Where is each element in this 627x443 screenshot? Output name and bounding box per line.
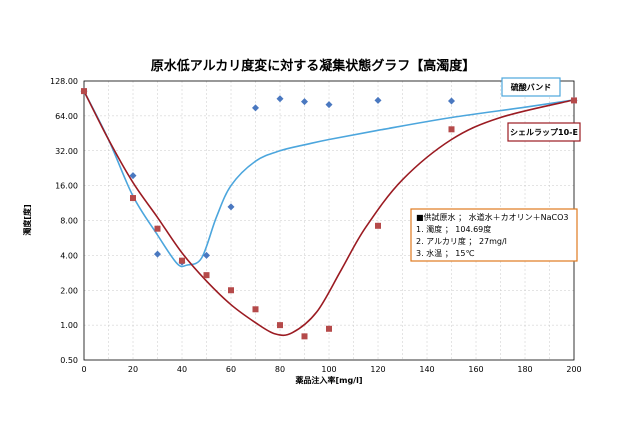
x-tick-label: 180 xyxy=(517,365,532,374)
y-tick-label: 16.00 xyxy=(55,182,78,191)
data-point-series-1 xyxy=(252,104,259,112)
data-points xyxy=(80,87,578,340)
data-point-series-2 xyxy=(228,287,234,294)
y-axis-label: 濁度[度] xyxy=(22,204,32,235)
y-tick-label: 0.50 xyxy=(60,356,78,365)
data-point-series-2 xyxy=(179,257,185,264)
x-axis-ticks: 0 20 40 60 80 100 120 140 160 180 200 xyxy=(81,365,581,374)
data-point-series-2 xyxy=(301,333,308,340)
data-point-series-1 xyxy=(374,96,382,104)
y-tick-label: 8.00 xyxy=(60,217,78,226)
x-tick-label: 60 xyxy=(226,365,236,374)
data-point-series-1 xyxy=(301,98,308,106)
data-point-series-1 xyxy=(325,101,333,109)
data-point-series-2 xyxy=(375,222,381,229)
fit-line-series-2 xyxy=(83,90,575,337)
y-tick-label: 128.00 xyxy=(50,77,78,86)
data-point-series-1 xyxy=(276,95,284,103)
data-point-series-2 xyxy=(81,88,87,95)
x-tick-label: 120 xyxy=(370,365,385,374)
x-tick-label: 0 xyxy=(81,365,86,374)
x-tick-label: 100 xyxy=(321,365,336,374)
x-axis-label: 薬品注入率[mg/l] xyxy=(294,375,362,385)
data-point-series-2 xyxy=(448,126,455,133)
x-tick-label: 80 xyxy=(275,365,285,374)
x-tick-label: 200 xyxy=(566,365,581,374)
legend-shellwrap-text: シェルラップ10-E xyxy=(510,127,578,137)
x-tick-label: 160 xyxy=(468,365,483,374)
fit-curves xyxy=(83,90,575,337)
data-point-series-1 xyxy=(227,203,235,211)
info-line-1: ■供試原水 ； 水道水＋カオリン＋NaCO3 xyxy=(416,212,569,222)
y-tick-label: 32.00 xyxy=(55,147,78,156)
info-line-3: 2. アルカリ度 ； 27mg/l xyxy=(416,236,507,246)
data-point-series-1 xyxy=(203,251,210,259)
legend-label-sulfate: 硫酸バンド xyxy=(501,77,561,97)
y-tick-label: 2.00 xyxy=(60,286,78,295)
y-axis-ticks: 0.50 1.00 2.00 4.00 8.00 16.00 32.00 64.00 128.0… xyxy=(50,77,78,365)
data-point-series-2 xyxy=(203,272,210,279)
data-point-series-2 xyxy=(326,325,332,332)
legend-sulfate-text: 硫酸バンド xyxy=(511,82,551,92)
fit-line-series-1 xyxy=(83,90,575,268)
info-box: ■供試原水 ； 水道水＋カオリン＋NaCO3 1. 濁度 ； 104.69度 2… xyxy=(410,208,578,262)
info-line-2: 1. 濁度 ； 104.69度 xyxy=(416,224,491,234)
data-point-series-2 xyxy=(252,306,259,313)
y-tick-label: 1.00 xyxy=(60,321,78,330)
legend-label-shellwrap: シェルラップ10-E xyxy=(507,122,581,142)
y-tick-label: 4.00 xyxy=(60,251,78,260)
data-point-series-2 xyxy=(154,225,161,232)
x-tick-label: 40 xyxy=(177,365,187,374)
chart-title: 原水低アルカリ度変に対する凝集状態グラフ【高濁度】 xyxy=(151,58,475,74)
x-tick-label: 140 xyxy=(419,365,434,374)
data-point-series-1 xyxy=(448,97,455,105)
data-point-series-1 xyxy=(154,250,161,258)
y-tick-label: 64.00 xyxy=(55,112,78,121)
data-point-series-1 xyxy=(129,172,137,180)
info-line-4: 3. 水温 ； 15℃ xyxy=(416,248,474,258)
data-point-series-2 xyxy=(277,322,283,329)
data-point-series-2 xyxy=(571,97,577,104)
x-tick-label: 20 xyxy=(128,365,138,374)
data-point-series-2 xyxy=(130,195,136,202)
